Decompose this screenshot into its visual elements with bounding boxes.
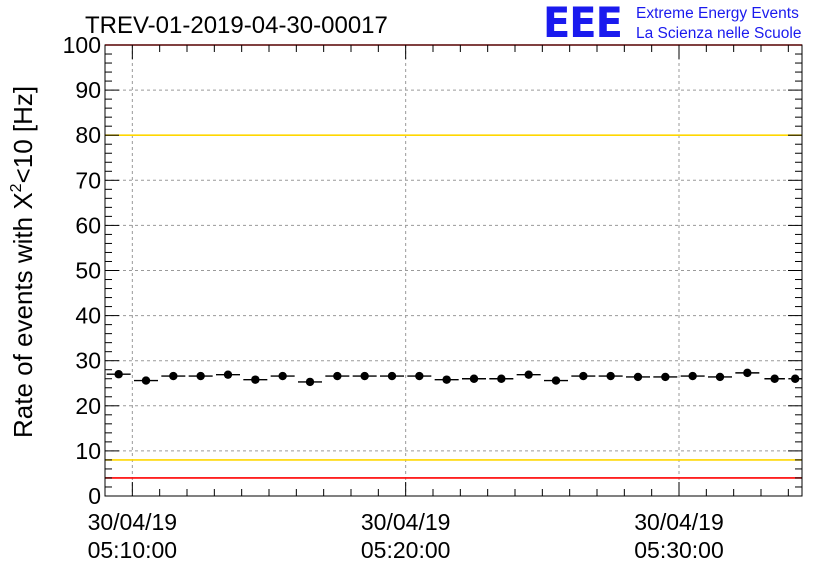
data-point	[305, 377, 315, 387]
logo-mark: EEE	[543, 0, 623, 47]
eee-logo: EEE Extreme Energy Events La Scienza nel…	[543, 0, 833, 47]
y-tick-label: 90	[75, 77, 101, 103]
data-point	[743, 368, 752, 378]
x-tick-label-date: 30/04/19	[634, 509, 724, 535]
data-point	[633, 372, 643, 382]
y-tick-label: 0	[88, 483, 101, 509]
reference-lines	[105, 44, 802, 479]
x-tick-label-date: 30/04/19	[88, 509, 178, 535]
data-point	[223, 370, 233, 379]
grid	[105, 45, 802, 496]
data-point	[333, 371, 342, 381]
data-point	[715, 372, 725, 382]
y-tick-label: 80	[75, 122, 101, 148]
y-tick-label: 50	[75, 258, 101, 284]
data-point	[688, 371, 697, 381]
y-axis-label-main: Rate of events with X	[8, 192, 38, 438]
y-axis-label: Rate of events with X2<10 [Hz]	[8, 86, 38, 438]
data-point	[196, 371, 205, 381]
data-point	[114, 370, 123, 379]
y-tick-label: 30	[75, 348, 101, 374]
y-tick-label: 70	[75, 167, 101, 193]
y-tick-label: 40	[75, 303, 101, 329]
y-tick-labels: 0 10 20 30 40 50 60 70 80 90 100	[63, 32, 101, 509]
logo-line-2: La Scienza nelle Scuole	[636, 25, 802, 42]
logo-line-1: Extreme Energy Events	[636, 5, 799, 22]
data-point	[442, 375, 451, 384]
data-point	[141, 376, 151, 385]
x-tick-label-time: 05:20:00	[361, 537, 451, 563]
data-point	[278, 371, 287, 381]
data-point	[497, 374, 506, 383]
data-point	[551, 376, 561, 385]
data-point	[790, 374, 800, 383]
y-tick-label: 20	[75, 393, 101, 419]
data-point	[524, 370, 533, 379]
data-point	[360, 371, 369, 381]
x-tick-labels: 30/04/1905:10:0030/04/1905:20:0030/04/19…	[88, 509, 724, 563]
x-tick-label-date: 30/04/19	[361, 509, 451, 535]
x-tick-label-time: 05:10:00	[88, 537, 178, 563]
data-point	[770, 374, 779, 383]
data-point	[387, 371, 397, 381]
data-points	[106, 368, 802, 387]
x-tick-label-time: 05:30:00	[634, 537, 724, 563]
data-point	[661, 372, 670, 382]
axis-ticks	[105, 44, 802, 497]
y-tick-label: 10	[75, 438, 101, 464]
data-point	[469, 374, 479, 383]
chart-title: TREV-01-2019-04-30-00017	[85, 12, 388, 39]
data-point	[579, 371, 588, 381]
data-point	[606, 371, 615, 381]
y-axis-label-sup: 2	[8, 183, 25, 192]
y-tick-label: 100	[63, 32, 101, 58]
y-axis-label-tail: <10 [Hz]	[8, 86, 38, 184]
data-point	[251, 375, 260, 384]
data-point	[169, 371, 178, 381]
data-point	[415, 371, 424, 381]
y-tick-label: 60	[75, 212, 101, 238]
